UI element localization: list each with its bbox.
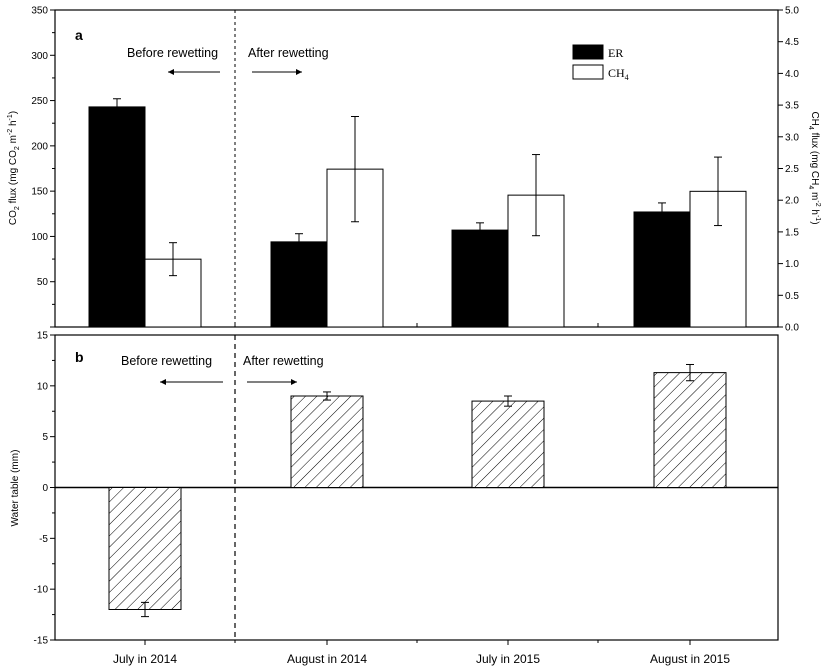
panel-a-right-tick-label: 3.5 <box>785 101 799 112</box>
water-table-bar <box>290 395 364 488</box>
panel-b-tick-label: 0 <box>42 483 48 494</box>
panel-b-tick-label: -15 <box>34 636 49 647</box>
legend-er-label: ER <box>608 46 623 60</box>
panel-a-letter: a <box>75 27 83 43</box>
panel-a-right-tick-label: 5.0 <box>785 6 799 17</box>
panel-a-left-tick-label: 300 <box>31 51 48 62</box>
water-table-bar <box>653 372 727 488</box>
panel-a-right-tick-label: 4.0 <box>785 69 799 80</box>
panel-a-y-axis-label-right: CH4 flux (mg CH4 m-2 h-1) <box>807 111 821 224</box>
panel-a-left-tick-label: 250 <box>31 96 48 107</box>
chart-marks: 501001502002503003500.00.51.01.52.02.53.… <box>31 6 799 667</box>
panel-a-right-tick-label: 2.5 <box>785 164 799 175</box>
panel-a-right-tick-label: 1.0 <box>785 259 799 270</box>
er-bar <box>633 211 691 328</box>
legend-ch4-swatch <box>572 64 604 80</box>
panel-a-left-tick-label: 150 <box>31 187 48 198</box>
water-table-bar <box>471 400 545 489</box>
water-table-bar <box>108 487 182 610</box>
panel-a-after-arrowhead <box>296 69 302 75</box>
er-bar <box>270 241 328 328</box>
panel-b-tick-label: -10 <box>34 585 49 596</box>
legend: ER CH4 <box>572 44 629 82</box>
panel-a-left-tick-label: 200 <box>31 141 48 152</box>
x-category-label: July in 2015 <box>476 652 540 666</box>
panel-b-before-label: Before rewetting <box>121 354 212 368</box>
legend-er-swatch <box>572 44 604 60</box>
panel-b-before-arrowhead <box>160 379 166 385</box>
x-category-label: August in 2014 <box>287 652 367 666</box>
panel-a-right-tick-label: 2.0 <box>785 196 799 207</box>
panel-a-right-tick-label: 3.0 <box>785 132 799 143</box>
panel-a-left-tick-label: 350 <box>31 6 48 17</box>
panel-a-before-label: Before rewetting <box>127 46 218 60</box>
panel-a-before-arrowhead <box>168 69 174 75</box>
panel-b-tick-label: 15 <box>37 331 49 342</box>
panel-b-after-label: After rewetting <box>243 354 324 368</box>
x-category-label: July in 2014 <box>113 652 177 666</box>
panel-b-tick-label: -5 <box>39 534 48 545</box>
legend-ch4-label: CH4 <box>608 66 629 82</box>
x-category-label: August in 2015 <box>650 652 730 666</box>
panel-b-tick-label: 5 <box>42 432 48 443</box>
panel-b-y-axis-label: Water table (mm) <box>10 450 21 527</box>
panel-b-tick-label: 10 <box>37 381 49 392</box>
panel-a-y-axis-label-left: CO2 flux (mg CO2 m-2 h-1) <box>7 111 21 225</box>
panel-a-right-tick-label: 1.5 <box>785 227 799 238</box>
er-bar <box>451 229 509 328</box>
panel-a-after-label: After rewetting <box>248 46 329 60</box>
panel-a-right-tick-label: 0.0 <box>785 323 799 334</box>
panel-a-left-tick-label: 50 <box>37 277 49 288</box>
panel-b-letter: b <box>75 349 84 365</box>
er-bar <box>88 106 146 328</box>
panel-a-right-tick-label: 4.5 <box>785 37 799 48</box>
panel-a: a Before rewetting After rewetting ER CH… <box>7 9 821 328</box>
panel-b-after-arrowhead <box>291 379 297 385</box>
panel-a-left-tick-label: 100 <box>31 232 48 243</box>
panel-a-right-tick-label: 0.5 <box>785 291 799 302</box>
